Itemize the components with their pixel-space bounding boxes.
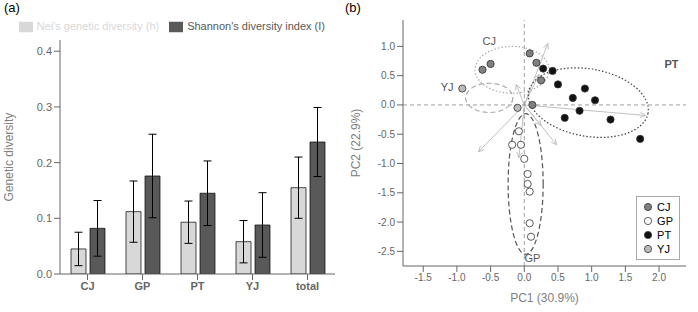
svg-text:PC2 (22.9%): PC2 (22.9%) xyxy=(349,109,363,178)
svg-text:0.1: 0.1 xyxy=(37,212,52,224)
svg-text:PT: PT xyxy=(664,58,678,70)
svg-text:0.0: 0.0 xyxy=(381,99,395,110)
html-text:PT: PT xyxy=(657,229,672,241)
html-text:CJ: CJ xyxy=(657,201,671,213)
svg-text:0.0: 0.0 xyxy=(37,268,52,280)
html-text:(b): (b) xyxy=(345,0,361,15)
svg-text:-0.5: -0.5 xyxy=(378,129,396,140)
html-text:Nei's genetic diversity (h): Nei's genetic diversity (h) xyxy=(36,20,160,32)
svg-text:GP: GP xyxy=(135,280,151,292)
svg-text:-2.0: -2.0 xyxy=(378,217,396,228)
svg-text:CJ: CJ xyxy=(483,35,496,47)
svg-text:-0.5: -0.5 xyxy=(482,272,500,283)
html-text:Shannon's diversity index (I): Shannon's diversity index (I) xyxy=(187,20,325,32)
svg-text:1.0: 1.0 xyxy=(381,41,395,52)
svg-text:total: total xyxy=(296,280,319,292)
html-text:GP: GP xyxy=(657,215,673,227)
svg-text:YJ: YJ xyxy=(246,280,259,292)
svg-text:Genetic diversity: Genetic diversity xyxy=(8,113,16,202)
svg-text:0.4: 0.4 xyxy=(37,45,52,57)
svg-text:CJ: CJ xyxy=(80,280,94,292)
svg-text:1.5: 1.5 xyxy=(618,272,632,283)
svg-text:PC1 (30.9%): PC1 (30.9%) xyxy=(510,291,579,305)
svg-text:1.0: 1.0 xyxy=(585,272,599,283)
svg-text:PT: PT xyxy=(190,280,204,292)
svg-text:-1.0: -1.0 xyxy=(378,158,396,169)
svg-text:GP: GP xyxy=(524,252,540,264)
svg-text:0.0: 0.0 xyxy=(517,272,531,283)
svg-text:YJ: YJ xyxy=(441,81,454,93)
svg-text:-2.5: -2.5 xyxy=(378,246,396,257)
svg-text:-1.5: -1.5 xyxy=(378,187,396,198)
html-text:(a): (a) xyxy=(4,0,20,15)
html-text:YJ: YJ xyxy=(657,243,670,255)
svg-text:0.3: 0.3 xyxy=(37,101,52,113)
svg-text:0.5: 0.5 xyxy=(381,70,395,81)
svg-text:0.2: 0.2 xyxy=(37,157,52,169)
svg-text:-1.5: -1.5 xyxy=(415,272,433,283)
svg-text:-1.0: -1.0 xyxy=(448,272,466,283)
svg-text:0.5: 0.5 xyxy=(551,272,565,283)
svg-text:2.0: 2.0 xyxy=(652,272,666,283)
